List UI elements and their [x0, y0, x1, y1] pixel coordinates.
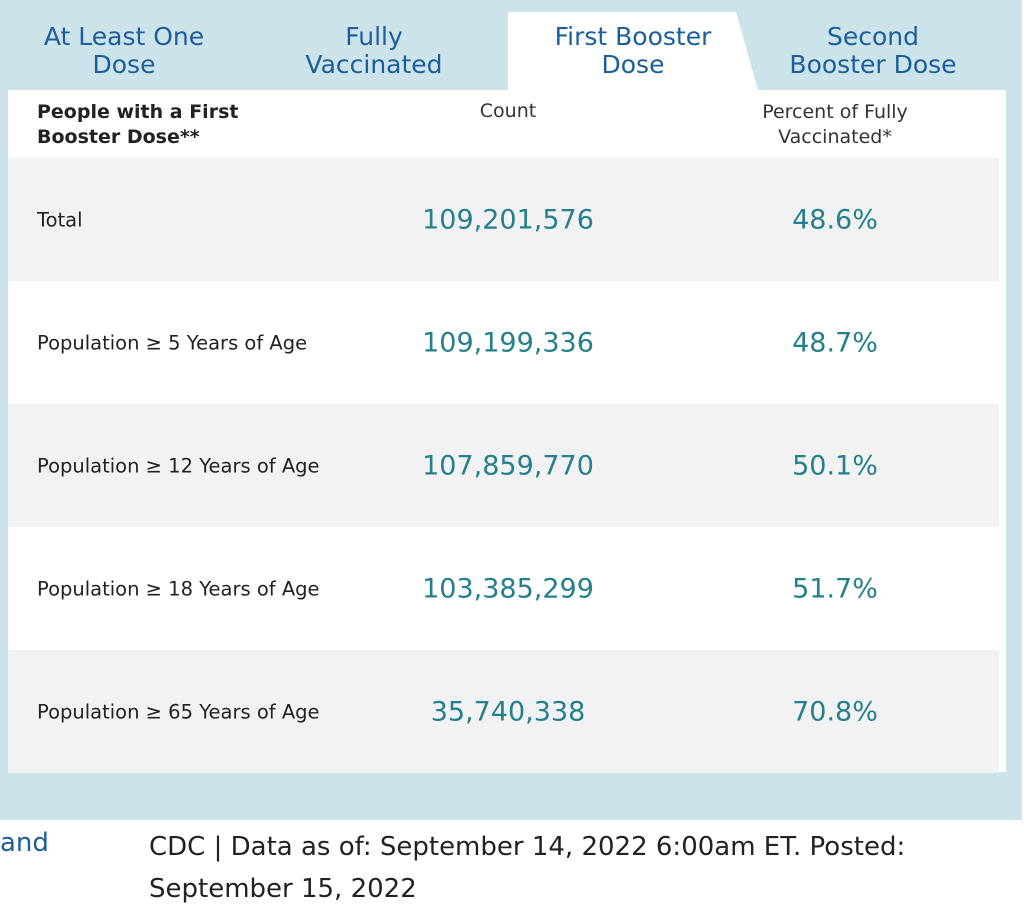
tab-first-booster-dose[interactable]: First Booster Dose [508, 12, 758, 90]
table-row: Population ≥ 12 Years of Age 107,859,770… [8, 404, 999, 527]
row-label: Total [37, 208, 83, 231]
row-percent: 50.1% [792, 450, 878, 481]
source-note: CDC | Data as of: September 14, 2022 6:0… [149, 832, 906, 904]
row-count: 35,740,338 [430, 696, 586, 727]
table-row: Population ≥ 65 Years of Age 35,740,338 … [8, 650, 999, 773]
tab-container: At Least One Dose Fully Vaccinated First… [0, 0, 1022, 820]
tab-label: First Booster Dose [554, 22, 712, 79]
table-body: Total 109,201,576 48.6% Population ≥ 5 Y… [8, 158, 1006, 773]
header-group-label: People with a First Booster Dose** [37, 101, 239, 148]
tab-label: Fully Vaccinated [305, 22, 443, 79]
tab-label: Second Booster Dose [789, 22, 957, 79]
row-label: Population ≥ 5 Years of Age [37, 331, 308, 354]
table-row: Total 109,201,576 48.6% [8, 158, 999, 281]
row-percent: 48.6% [792, 204, 878, 235]
row-percent: 48.7% [792, 327, 878, 358]
truncated-link[interactable]: and [0, 828, 49, 858]
table-header: People with a First Booster Dose** Count… [8, 90, 1006, 158]
row-count: 109,199,336 [422, 327, 594, 358]
data-table: People with a First Booster Dose** Count… [8, 90, 1006, 773]
tab-fully-vaccinated[interactable]: Fully Vaccinated [258, 12, 490, 90]
tab-label: At Least One Dose [43, 22, 205, 79]
tab-second-booster-dose[interactable]: Second Booster Dose [753, 12, 993, 90]
table-row: Population ≥ 18 Years of Age 103,385,299… [8, 527, 999, 650]
row-count: 107,859,770 [422, 450, 594, 481]
tab-bar: At Least One Dose Fully Vaccinated First… [8, 12, 1006, 90]
row-count: 109,201,576 [422, 204, 594, 235]
header-percent: Percent of Fully Vaccinated* [762, 101, 908, 148]
row-percent: 70.8% [792, 696, 878, 727]
row-label: Population ≥ 18 Years of Age [37, 577, 320, 600]
header-count: Count [479, 100, 537, 122]
tab-at-least-one-dose[interactable]: At Least One Dose [8, 12, 240, 90]
row-count: 103,385,299 [422, 573, 594, 604]
row-percent: 51.7% [792, 573, 878, 604]
table-row: Population ≥ 5 Years of Age 109,199,336 … [8, 281, 999, 404]
row-label: Population ≥ 12 Years of Age [37, 454, 320, 477]
row-label: Population ≥ 65 Years of Age [37, 700, 320, 723]
